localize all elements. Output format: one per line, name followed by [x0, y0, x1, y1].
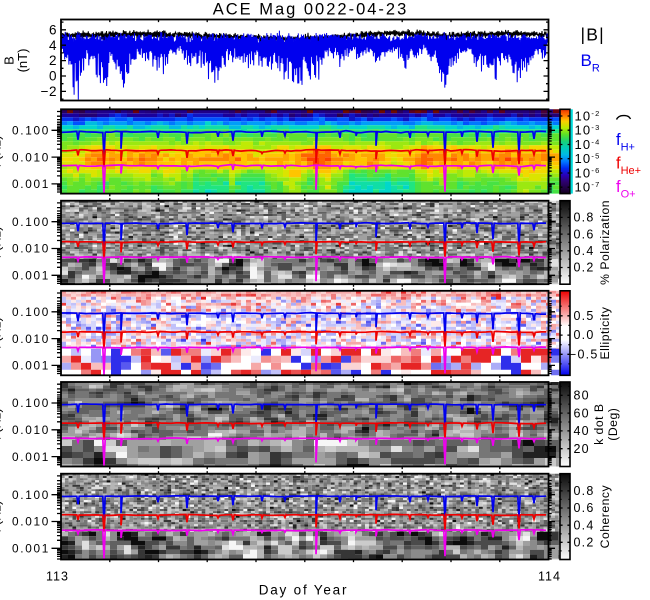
svg-text:0.5: 0.5: [574, 309, 595, 323]
svg-text:0.100: 0.100: [12, 305, 50, 319]
svg-text:80: 80: [574, 389, 590, 403]
svg-text:f (Hz): f (Hz): [0, 136, 4, 168]
svg-text:0.6: 0.6: [574, 501, 595, 515]
svg-text:114: 114: [538, 570, 561, 584]
svg-text:0.6: 0.6: [574, 227, 595, 241]
svg-text:0.100: 0.100: [12, 488, 50, 502]
svg-text:40: 40: [574, 424, 590, 438]
svg-text:113: 113: [46, 570, 69, 584]
svg-text:|B|: |B|: [581, 25, 605, 45]
svg-text:k dot B: k dot B: [592, 403, 606, 444]
svg-text:% Polarization: % Polarization: [598, 200, 612, 285]
svg-text:f (Hz): f (Hz): [0, 408, 4, 440]
svg-text:f (Hz): f (Hz): [0, 501, 4, 533]
svg-text:(nT): (nT): [15, 49, 30, 73]
svg-text:Ellipticity: Ellipticity: [598, 306, 612, 359]
svg-text:Coherency: Coherency: [598, 484, 612, 548]
svg-text:B: B: [2, 56, 17, 65]
svg-text:0.010: 0.010: [12, 332, 50, 346]
svg-text:0.010: 0.010: [12, 515, 50, 529]
svg-text:0.001: 0.001: [12, 450, 50, 464]
svg-text:0.100: 0.100: [12, 396, 50, 410]
svg-text:(Deg): (Deg): [606, 408, 620, 441]
svg-text:0.4: 0.4: [574, 518, 595, 532]
svg-text:0.010: 0.010: [12, 242, 50, 256]
svg-text:Day of Year: Day of Year: [259, 583, 349, 598]
svg-text:0.8: 0.8: [574, 484, 595, 498]
svg-text:0.2: 0.2: [574, 536, 595, 550]
svg-text:0.001: 0.001: [12, 177, 50, 191]
svg-text:ACE Mag 0022-04-23: ACE Mag 0022-04-23: [213, 1, 409, 19]
svg-text:f (Hz): f (Hz): [0, 227, 4, 259]
svg-text:0.001: 0.001: [12, 269, 50, 283]
svg-text:6: 6: [49, 22, 57, 37]
svg-text:−2: −2: [41, 84, 57, 99]
svg-text:0.010: 0.010: [12, 423, 50, 437]
svg-text:20: 20: [574, 442, 590, 456]
svg-text:0.0: 0.0: [574, 328, 595, 342]
svg-text:60: 60: [574, 406, 590, 420]
svg-text:0.001: 0.001: [12, 542, 50, 556]
svg-text:f (Hz): f (Hz): [0, 317, 4, 349]
svg-text:0: 0: [49, 69, 57, 84]
svg-text:0.2: 0.2: [574, 261, 595, 275]
svg-text:0.001: 0.001: [12, 359, 50, 373]
svg-text:0.8: 0.8: [574, 211, 595, 225]
svg-text:0.100: 0.100: [12, 215, 50, 229]
svg-text:0.010: 0.010: [12, 150, 50, 164]
svg-text:0.100: 0.100: [12, 124, 50, 138]
svg-text:−0.5: −0.5: [569, 348, 598, 362]
svg-text:2: 2: [49, 53, 57, 68]
svg-text:0.4: 0.4: [574, 244, 595, 258]
svg-text:4: 4: [49, 38, 57, 53]
